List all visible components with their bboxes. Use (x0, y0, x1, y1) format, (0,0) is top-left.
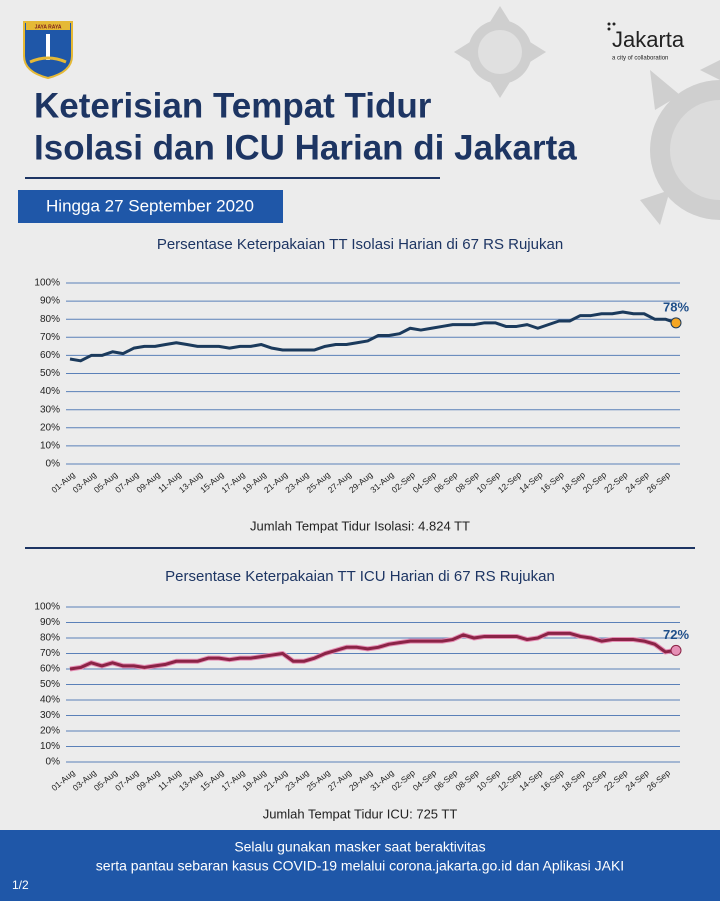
emblem-text: JAYA RAYA (35, 24, 62, 30)
x-tick-label: 09-Aug (134, 767, 162, 792)
y-tick-label: 50% (40, 679, 60, 690)
y-tick-label: 40% (40, 386, 60, 397)
brand-name: Jakarta (612, 27, 685, 52)
x-tick-label: 09-Aug (134, 469, 162, 494)
y-tick-label: 40% (40, 695, 60, 706)
y-tick-label: 0% (46, 459, 61, 470)
y-tick-label: 60% (40, 350, 60, 361)
chart-note: Jumlah Tempat Tidur Isolasi: 4.824 TT (250, 518, 470, 533)
y-tick-label: 20% (40, 726, 60, 737)
y-tick-label: 30% (40, 404, 60, 415)
footer-text: Selalu gunakan masker saat beraktivitas (234, 839, 485, 855)
y-tick-label: 70% (40, 648, 60, 659)
date-banner (18, 190, 283, 223)
y-tick-label: 90% (40, 617, 60, 628)
footer (0, 830, 720, 901)
page-number: 1/2 (12, 878, 29, 892)
y-tick-label: 10% (40, 741, 60, 752)
end-marker (670, 644, 682, 656)
y-tick-label: 90% (40, 296, 60, 307)
line (69, 310, 677, 363)
y-tick-label: 60% (40, 664, 60, 675)
y-tick-label: 50% (40, 368, 60, 379)
y-tick-label: 30% (40, 710, 60, 721)
y-tick-label: 20% (40, 422, 60, 433)
y-tick-label: 80% (40, 314, 60, 325)
brand-logo: Jakarta a city of collaboration (607, 22, 685, 62)
title-line: Isolasi dan ICU Harian di Jakarta (34, 128, 577, 167)
chart-title: Persentase Keterpakaian TT Isolasi Haria… (157, 236, 563, 253)
gear-decoration (454, 6, 720, 225)
date-banner-text: Hingga 27 September 2020 (46, 196, 254, 215)
end-marker (670, 317, 682, 329)
value-label: 78% (663, 299, 689, 314)
y-tick-label: 70% (40, 332, 60, 343)
line (69, 631, 677, 671)
brand-tagline: a city of collaboration (612, 56, 668, 62)
y-tick-label: 80% (40, 633, 60, 644)
emblem: JAYA RAYA (23, 21, 73, 80)
footer-text: serta pantau sebaran kasus COVID-19 mela… (96, 858, 624, 874)
x-tick-label: 26-Sep (645, 767, 673, 792)
y-tick-label: 10% (40, 441, 60, 452)
title-line: Keterisian Tempat Tidur (34, 86, 432, 125)
y-tick-label: 0% (46, 757, 61, 768)
y-tick-label: 100% (34, 278, 60, 289)
x-tick-label: 26-Sep (645, 469, 673, 494)
chart-note: Jumlah Tempat Tidur ICU: 725 TT (263, 806, 458, 821)
value-label: 72% (663, 627, 689, 642)
chart-title: Persentase Keterpakaian TT ICU Harian di… (165, 568, 555, 585)
y-tick-label: 100% (34, 602, 60, 613)
